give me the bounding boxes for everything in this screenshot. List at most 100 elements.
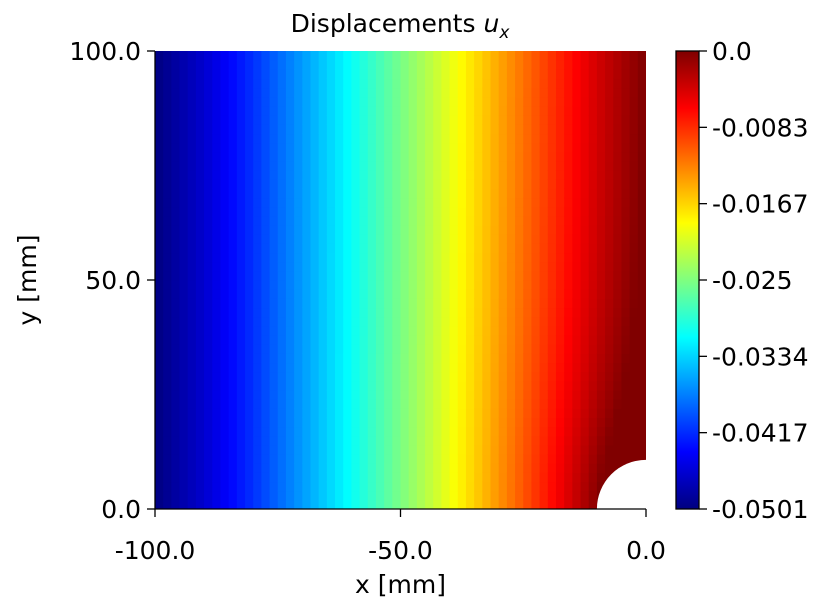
heatmap-cell [490, 105, 500, 116]
heatmap-cell [523, 142, 533, 153]
heatmap-cell [425, 371, 434, 382]
heatmap-cell [335, 325, 344, 336]
heatmap-cell [335, 151, 344, 162]
heatmap-cell [228, 408, 238, 418]
heatmap-cell [408, 160, 418, 171]
heatmap-cell [506, 399, 516, 409]
heatmap-cell [277, 344, 287, 354]
heatmap-cell [564, 151, 573, 162]
heatmap-cell [621, 389, 631, 400]
heatmap-cell [179, 60, 189, 70]
heatmap-cell [482, 60, 492, 70]
heatmap-cell [367, 188, 377, 199]
heatmap-cell [605, 78, 614, 89]
heatmap-cell [596, 399, 606, 409]
heatmap-cell [572, 133, 582, 144]
heatmap-cell [637, 454, 646, 464]
heatmap-cell [498, 243, 508, 254]
heatmap-cell [285, 389, 295, 400]
heatmap-cell [261, 371, 271, 382]
heatmap-cell [359, 234, 369, 244]
heatmap-cell [204, 78, 213, 89]
heatmap-cell [326, 133, 336, 144]
heatmap-cell [588, 389, 598, 400]
heatmap-cell [433, 234, 443, 244]
heatmap-cell [588, 316, 598, 327]
heatmap-cell [384, 399, 393, 409]
heatmap-cell [261, 105, 271, 116]
heatmap-cell [384, 124, 393, 135]
heatmap-cell [367, 325, 377, 336]
heatmap-cell [294, 124, 303, 135]
heatmap-cell [515, 298, 524, 309]
heatmap-cell [302, 160, 312, 171]
heatmap-cell [187, 142, 197, 153]
heatmap-cell [408, 444, 418, 455]
heatmap-cell [449, 435, 459, 446]
heatmap-cell [482, 197, 492, 208]
heatmap-cell [245, 417, 254, 428]
heatmap-cell [629, 389, 639, 400]
heatmap-cell [531, 371, 541, 382]
heatmap-cell [277, 142, 287, 153]
heatmap-cell [465, 499, 475, 509]
heatmap-cell [171, 298, 181, 309]
heatmap-cell [367, 142, 377, 153]
heatmap-cell [245, 344, 254, 354]
heatmap-cell [637, 243, 646, 254]
heatmap-cell [269, 307, 279, 318]
heatmap-cell [539, 252, 549, 263]
heatmap-cell [195, 399, 205, 409]
heatmap-cell [449, 334, 459, 345]
heatmap-cell [498, 78, 508, 89]
heatmap-cell [441, 426, 451, 437]
heatmap-cell [228, 435, 238, 446]
heatmap-cell [318, 316, 328, 327]
heatmap-cell [204, 60, 213, 70]
heatmap-cell [204, 215, 213, 226]
heatmap-cell [195, 444, 205, 455]
heatmap-cell [384, 234, 393, 244]
heatmap-cell [384, 225, 393, 235]
heatmap-cell [384, 362, 393, 373]
heatmap-cell [605, 307, 614, 318]
heatmap-cell [449, 499, 459, 509]
heatmap-cell [294, 197, 303, 208]
heatmap-cell [596, 215, 606, 226]
heatmap-cell [613, 151, 623, 162]
heatmap-cell [351, 463, 361, 473]
heatmap-cell [613, 362, 623, 373]
x-tick-label: -50.0 [368, 536, 433, 565]
heatmap-cell [179, 69, 189, 80]
colorbar: 0.0-0.0083-0.0167-0.025-0.0334-0.0417-0.… [675, 37, 809, 524]
heatmap-cell [523, 454, 533, 464]
heatmap-cell [490, 124, 500, 135]
heatmap-cell [269, 252, 279, 263]
heatmap-cell [294, 289, 303, 299]
heatmap-cell [572, 142, 582, 153]
heatmap-cell [482, 170, 492, 180]
heatmap-cell [400, 362, 410, 373]
heatmap-cell [547, 179, 557, 189]
heatmap-cell [261, 481, 271, 492]
heatmap-cell [384, 206, 393, 217]
heatmap-cell [531, 206, 541, 217]
heatmap-cell [171, 325, 181, 336]
heatmap-cell [449, 170, 459, 180]
heatmap-cell [555, 353, 565, 364]
heatmap-cell [457, 160, 467, 171]
heatmap-cell [236, 105, 246, 116]
heatmap-cell [515, 289, 524, 299]
heatmap-cell [318, 298, 328, 309]
heatmap-cell [547, 472, 557, 483]
heatmap-cell [523, 499, 533, 509]
heatmap-cell [384, 444, 393, 455]
heatmap-cell [294, 344, 303, 354]
heatmap-cell [367, 334, 377, 345]
heatmap-cell [457, 289, 467, 299]
heatmap-cell [547, 160, 557, 171]
heatmap-cell [523, 362, 533, 373]
heatmap-cell [629, 280, 639, 290]
heatmap-cell [285, 399, 295, 409]
heatmap-cell [343, 170, 352, 180]
